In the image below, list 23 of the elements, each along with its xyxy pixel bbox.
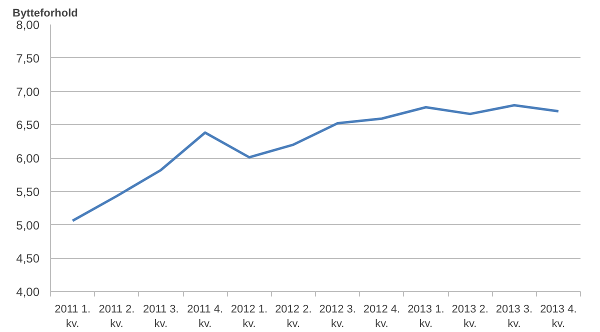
line-series — [71, 104, 560, 222]
y-tick-label: 5,00 — [16, 218, 40, 232]
x-tick-label: 2013 3. kv. — [496, 304, 533, 330]
x-tick-label: 2011 4. kv. — [187, 304, 224, 330]
x-tick-label: 2012 2. kv. — [275, 304, 312, 330]
y-tick-label: 5,50 — [16, 184, 40, 199]
x-tick-label: 2012 4. kv. — [363, 304, 400, 330]
y-tick-label: 7,00 — [16, 84, 40, 99]
x-tick-label: 2011 3. kv. — [142, 304, 179, 330]
y-axis-title: Bytteforhold — [12, 8, 78, 20]
x-tick-label: 2013 4. kv. — [540, 304, 577, 330]
y-tick-label: 7,50 — [16, 51, 40, 66]
x-tick-label: 2011 1. kv. — [54, 304, 91, 330]
y-tick-label: 6,00 — [16, 152, 40, 166]
x-tick-label: 2012 1. kv. — [230, 304, 268, 330]
x-tick-label: 2011 2. kv. — [98, 304, 135, 330]
x-tick-label: 2012 3. kv. — [319, 304, 356, 330]
x-tick-label: 2013 2. kv. — [452, 304, 488, 330]
y-tick-label: 8,00 — [16, 18, 40, 32]
y-tick-label: 4,50 — [16, 252, 40, 266]
x-tick-label: 2013 1. kv. — [408, 304, 444, 330]
y-tick-label: 4,00 — [16, 285, 40, 299]
y-tick-label: 6,50 — [16, 118, 40, 132]
